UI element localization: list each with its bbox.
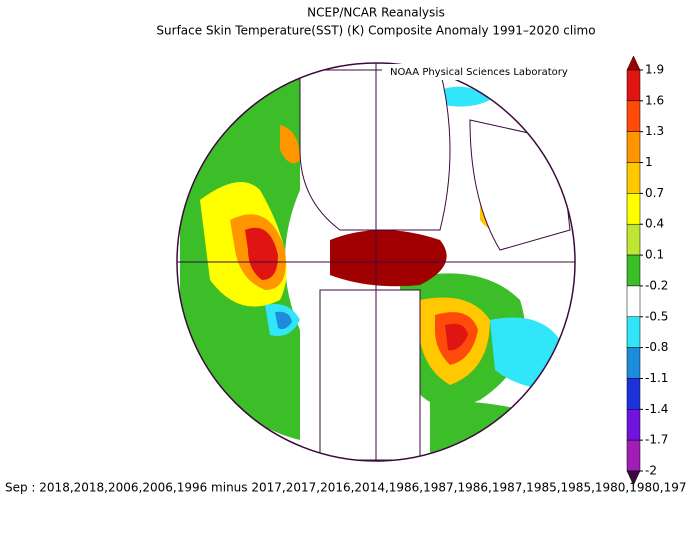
colorbar-tick-label: -1.4 [645,402,668,416]
title: NCEP/NCAR Reanalysis [307,6,445,20]
colorbar-arrow [626,470,641,486]
colorbar-segment [626,223,641,256]
colorbar-segment [626,69,641,102]
footer: Sep : 2018,2018,2006,2006,1996 minus 201… [5,481,687,495]
colorbar-tick-label: 1.6 [645,93,664,107]
colorbar-segment [626,316,641,348]
colorbar-tick-label: 0.7 [645,186,664,200]
colorbar-tick-label: -1.1 [645,371,668,385]
colorbar-tick-label: 0.4 [645,217,664,231]
colorbar-segment [626,131,641,163]
colorbar-segment [626,193,641,225]
colorbar-segment [626,439,641,472]
colorbar-segment [626,347,641,379]
colorbar-arrow [626,55,641,71]
colorbar-segment [626,285,641,318]
map-border [176,62,576,462]
colorbar-segment [626,378,641,410]
colorbar-tick-label: -2 [645,464,657,478]
colorbar-tick-label: -1.7 [645,433,668,447]
colorbar-tick-label: 0.1 [645,248,664,262]
colorbar-tick-label: 1.9 [645,63,664,77]
colorbar-segment [626,409,641,441]
colorbar-tick-label: -0.2 [645,278,668,292]
colorbar-tick-label: 1.3 [645,124,664,138]
subtitle: Surface Skin Temperature(SST) (K) Compos… [156,24,595,38]
colorbar-segment [626,254,641,287]
map [177,63,575,461]
credit: NOAA Physical Sciences Laboratory [390,67,568,78]
colorbar-segment [626,100,641,132]
colorbar-tick-label: 1 [645,155,653,169]
credit-box [382,64,572,80]
colorbar-tick-label: -0.5 [645,309,668,323]
colorbar-tick-label: -0.8 [645,340,668,354]
colorbar-segment [626,162,641,194]
